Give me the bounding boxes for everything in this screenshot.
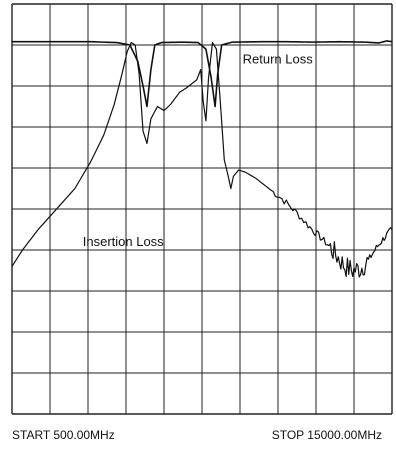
trace-insertion-loss <box>11 41 393 278</box>
chart: Return Loss Insertion Loss <box>11 3 393 415</box>
series-labels: Return Loss Insertion Loss <box>83 51 313 248</box>
stop-frequency-label: STOP 15000.00MHz <box>271 428 382 442</box>
grid <box>11 3 393 415</box>
series-label-insertion-loss: Insertion Loss <box>83 234 164 249</box>
start-frequency-label: START 500.00MHz <box>12 428 115 442</box>
trace-return-loss <box>12 40 393 108</box>
series-label-return-loss: Return Loss <box>243 51 314 66</box>
traces <box>11 40 393 278</box>
